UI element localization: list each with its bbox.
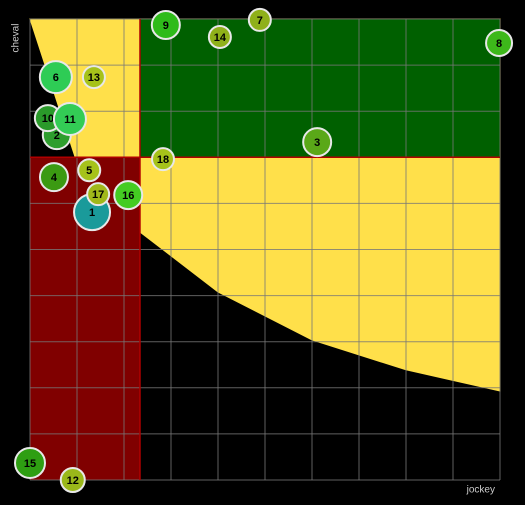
bubble-label: 18	[157, 154, 169, 166]
bubble	[113, 180, 144, 211]
bubble-label: 12	[67, 475, 79, 487]
bubble	[86, 182, 111, 207]
bubble-label: 3	[314, 137, 320, 149]
y-axis-label: cheval	[11, 24, 22, 53]
bubble	[77, 158, 102, 183]
bubble-label: 1	[89, 207, 95, 219]
bubble-label: 9	[163, 20, 169, 32]
bubble-label: 6	[53, 72, 59, 84]
bubble-label: 13	[88, 72, 100, 84]
x-axis-label: jockey	[466, 485, 495, 496]
bubble-label: 4	[51, 172, 58, 184]
bubble-label: 14	[214, 32, 227, 44]
bubble-label: 5	[86, 165, 92, 177]
bubble	[207, 24, 232, 49]
bubble-label: 17	[92, 189, 104, 201]
bubble	[247, 7, 272, 32]
bubble	[38, 162, 69, 193]
bubble-label: 11	[64, 114, 76, 126]
bubble	[81, 65, 106, 90]
bubble-label: 16	[122, 190, 134, 202]
bubble-label: 8	[496, 38, 502, 50]
bubble	[14, 446, 46, 479]
bubble	[151, 147, 176, 172]
bubble-label: 15	[24, 458, 36, 470]
bubble	[38, 60, 73, 95]
bubble	[302, 127, 333, 158]
bubble	[485, 28, 514, 57]
bubble-label: 7	[257, 15, 263, 27]
bubble-label: 10	[42, 113, 54, 125]
bubble	[52, 102, 87, 137]
bubble	[59, 467, 86, 493]
bubble-label: 2	[54, 130, 60, 142]
bubble	[150, 9, 181, 40]
